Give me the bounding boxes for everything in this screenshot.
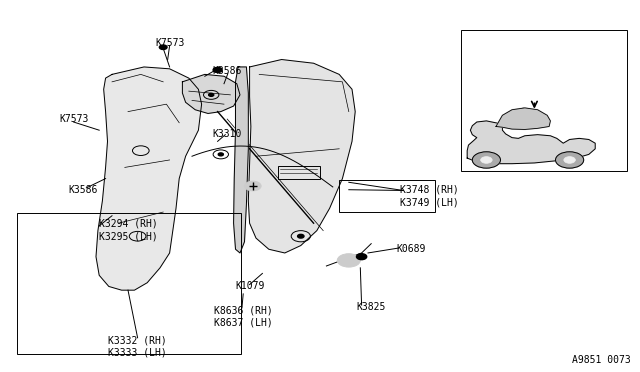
Text: K3294 (RH): K3294 (RH) — [99, 218, 158, 228]
Circle shape — [556, 152, 584, 168]
Polygon shape — [182, 74, 240, 113]
Text: K1079: K1079 — [235, 282, 264, 291]
Text: K3333 (LH): K3333 (LH) — [108, 348, 167, 357]
Text: A9851 0073: A9851 0073 — [572, 355, 631, 365]
Circle shape — [209, 93, 214, 96]
Text: K3332 (RH): K3332 (RH) — [108, 336, 167, 345]
Polygon shape — [234, 67, 248, 253]
Text: K0689: K0689 — [397, 244, 426, 254]
Circle shape — [298, 234, 304, 238]
Circle shape — [356, 254, 367, 260]
Text: K3749 (LH): K3749 (LH) — [400, 198, 459, 208]
Text: K3295 (LH): K3295 (LH) — [99, 231, 158, 241]
Polygon shape — [496, 108, 550, 129]
Circle shape — [218, 153, 223, 156]
Text: K3825: K3825 — [356, 302, 386, 312]
Polygon shape — [96, 67, 202, 290]
Circle shape — [213, 67, 222, 73]
Text: K3748 (RH): K3748 (RH) — [400, 185, 459, 195]
Text: K3586: K3586 — [68, 185, 98, 195]
Text: K8637 (LH): K8637 (LH) — [214, 318, 273, 328]
Text: K7573: K7573 — [155, 38, 184, 48]
Polygon shape — [248, 60, 355, 253]
Text: K7573: K7573 — [59, 114, 88, 124]
Circle shape — [244, 181, 261, 191]
Circle shape — [159, 45, 167, 49]
Circle shape — [481, 157, 492, 163]
Circle shape — [472, 152, 500, 168]
Text: K3586: K3586 — [212, 66, 242, 76]
Circle shape — [564, 157, 575, 163]
Text: K8636 (RH): K8636 (RH) — [214, 306, 273, 315]
Circle shape — [337, 254, 360, 267]
Polygon shape — [467, 121, 595, 164]
Text: K3310: K3310 — [212, 129, 242, 139]
